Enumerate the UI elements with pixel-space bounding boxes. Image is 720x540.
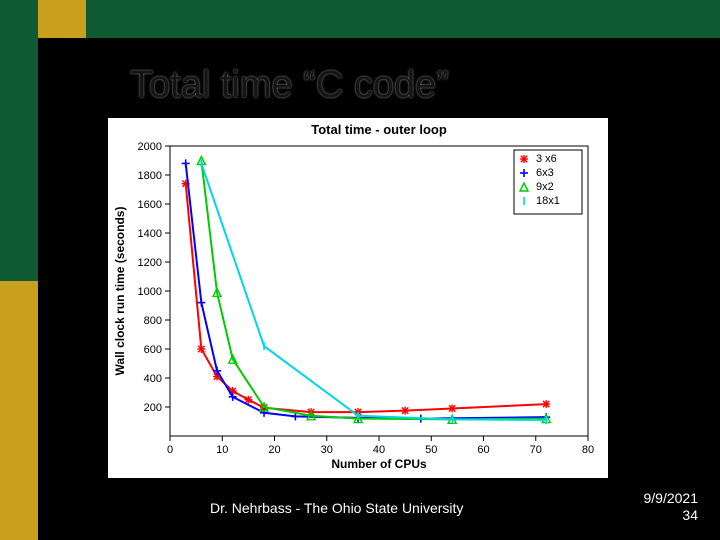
chart-panel: 0 10 20 30 40 50 60 70 80 200 400 600 800 1000 1200 140… xyxy=(108,118,608,478)
x-tick-label: 70 xyxy=(530,444,542,456)
y-tick-label: 1600 xyxy=(138,199,162,211)
footer-right: 9/9/2021 34 xyxy=(644,490,699,524)
y-axis-label: Wall clock run time (seconds) xyxy=(113,207,127,376)
page-title: Total time “C code” xyxy=(130,64,449,107)
x-tick-label: 50 xyxy=(425,444,437,456)
series-line xyxy=(186,163,547,418)
x-tick-label: 0 xyxy=(167,444,173,456)
x-tick-label: 20 xyxy=(268,444,280,456)
top-strip xyxy=(0,0,720,38)
chart-title: Total time - outer loop xyxy=(311,122,447,137)
x-axis-label: Number of CPUs xyxy=(331,457,427,471)
y-tick-label: 1400 xyxy=(138,228,162,240)
x-tick-label: 40 xyxy=(373,444,385,456)
footer-date: 9/9/2021 xyxy=(644,490,699,506)
left-strip xyxy=(0,0,38,540)
y-tick-label: 600 xyxy=(144,344,162,356)
footer-pagenum: 34 xyxy=(682,507,698,523)
footer-author: Dr. Nehrbass - The Ohio State University xyxy=(210,500,463,516)
series-line xyxy=(201,161,546,420)
x-tick-label: 80 xyxy=(582,444,594,456)
y-tick-label: 1200 xyxy=(138,257,162,269)
total-time-chart: 0 10 20 30 40 50 60 70 80 200 400 600 800 1000 1200 140… xyxy=(108,118,608,478)
series-line xyxy=(186,184,547,412)
y-tick-label: 1800 xyxy=(138,170,162,182)
legend-label: 6x3 xyxy=(536,167,554,179)
y-tick-label: 200 xyxy=(144,402,162,414)
y-tick-label: 400 xyxy=(144,373,162,385)
legend-label: 9x2 xyxy=(536,181,554,193)
x-tick-label: 30 xyxy=(321,444,333,456)
legend-label: 18x1 xyxy=(536,195,560,207)
series-line xyxy=(201,163,546,420)
y-tick-label: 1000 xyxy=(138,286,162,298)
x-tick-label: 60 xyxy=(477,444,489,456)
legend-label: 3 x6 xyxy=(536,153,557,165)
y-tick-label: 2000 xyxy=(138,141,162,153)
x-tick-label: 10 xyxy=(216,444,228,456)
y-tick-label: 800 xyxy=(144,315,162,327)
